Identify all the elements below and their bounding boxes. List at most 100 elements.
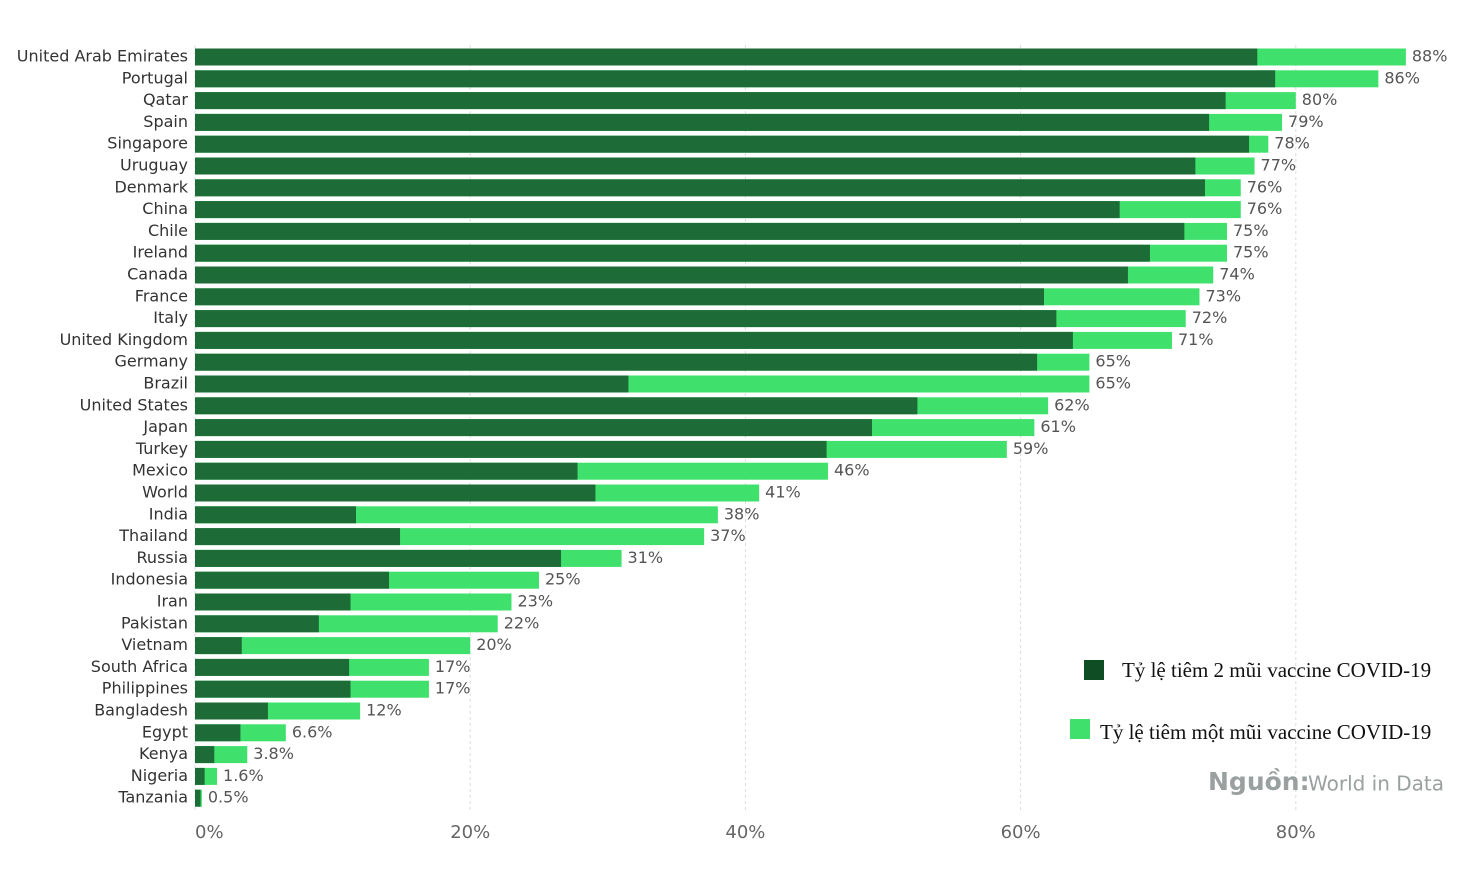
value-label: 23% xyxy=(517,592,553,611)
y-tick-label: United Kingdom xyxy=(60,330,188,349)
bar xyxy=(195,440,827,458)
bar xyxy=(195,331,1073,349)
value-label: 41% xyxy=(765,483,801,502)
y-tick-label: Philippines xyxy=(102,679,188,698)
value-label: 65% xyxy=(1095,352,1131,371)
value-label: 65% xyxy=(1095,374,1131,393)
bar xyxy=(195,789,201,807)
bar xyxy=(195,702,268,720)
bar xyxy=(195,658,350,676)
y-tick-label: Iran xyxy=(157,592,188,611)
value-label: 3.8% xyxy=(253,744,294,763)
value-label: 61% xyxy=(1040,417,1076,436)
x-tick-label: 0% xyxy=(195,822,224,843)
y-tick-label: Bangladesh xyxy=(94,701,188,720)
y-tick-label: Japan xyxy=(142,417,188,436)
y-tick-label: Spain xyxy=(143,112,188,131)
legend-swatch xyxy=(1070,719,1090,739)
value-label: 88% xyxy=(1412,47,1448,66)
value-label: 20% xyxy=(476,635,512,654)
y-tick-label: Egypt xyxy=(142,722,188,741)
bar xyxy=(195,637,242,655)
bar xyxy=(195,266,1128,284)
y-tick-label: Pakistan xyxy=(121,613,188,632)
y-tick-label: United Arab Emirates xyxy=(17,47,188,66)
source: World in Data xyxy=(1308,772,1444,796)
bar xyxy=(195,310,1057,328)
value-label: 22% xyxy=(504,613,540,632)
x-tick-label: 40% xyxy=(725,822,765,843)
bar xyxy=(195,637,471,655)
bar xyxy=(195,528,401,546)
bar xyxy=(195,244,1150,262)
y-tick-label: Mexico xyxy=(132,461,188,480)
value-label: 38% xyxy=(724,504,760,523)
bar xyxy=(195,767,205,785)
value-label: 75% xyxy=(1233,221,1269,240)
y-tick-label: Tanzania xyxy=(117,788,188,807)
y-tick-label: Denmark xyxy=(114,177,188,196)
y-tick-label: Thailand xyxy=(118,526,188,545)
y-tick-label: Kenya xyxy=(139,744,188,763)
y-tick-label: United States xyxy=(80,395,188,414)
value-label: 79% xyxy=(1288,112,1324,131)
y-tick-label: China xyxy=(142,199,188,218)
value-label: 72% xyxy=(1192,308,1228,327)
y-tick-label: Ireland xyxy=(133,243,188,262)
x-tick-label: 20% xyxy=(450,822,490,843)
bar xyxy=(195,157,1196,175)
bar xyxy=(195,135,1250,153)
value-label: 74% xyxy=(1219,265,1255,284)
y-tick-label: Nigeria xyxy=(131,766,188,785)
value-label: 76% xyxy=(1247,177,1283,196)
value-label: 73% xyxy=(1205,286,1241,305)
bar xyxy=(195,201,1120,219)
value-label: 62% xyxy=(1054,395,1090,414)
y-tick-label: India xyxy=(149,504,188,523)
bar xyxy=(195,549,562,567)
bar xyxy=(195,48,1258,66)
y-tick-label: Turkey xyxy=(135,439,188,458)
y-tick-label: France xyxy=(135,286,188,305)
y-tick-label: Uruguay xyxy=(120,156,188,175)
bar xyxy=(195,113,1210,131)
bar xyxy=(195,571,390,589)
bar xyxy=(195,92,1226,110)
bar xyxy=(195,288,1044,306)
bar xyxy=(195,724,241,742)
legend-label: Tỷ lệ tiêm một mũi vaccine COVID-19 xyxy=(1100,720,1431,744)
bar xyxy=(195,222,1185,240)
value-label: 46% xyxy=(834,461,870,480)
value-label: 12% xyxy=(366,701,402,720)
value-label: 17% xyxy=(435,679,471,698)
bar xyxy=(195,353,1038,371)
value-label: 75% xyxy=(1233,243,1269,262)
bar xyxy=(195,419,872,437)
y-tick-label: Chile xyxy=(148,221,188,240)
value-label: 86% xyxy=(1384,68,1420,87)
y-tick-label: Indonesia xyxy=(111,570,188,589)
value-label: 31% xyxy=(628,548,664,567)
bar xyxy=(195,375,629,393)
value-label: 78% xyxy=(1274,134,1310,153)
value-label: 6.6% xyxy=(292,722,333,741)
y-tick-label: Brazil xyxy=(143,374,188,393)
bar xyxy=(195,680,351,698)
x-tick-label: 80% xyxy=(1276,822,1316,843)
value-label: 0.5% xyxy=(208,788,249,807)
value-label: 77% xyxy=(1261,156,1297,175)
bar xyxy=(195,506,356,524)
value-label: 76% xyxy=(1247,199,1283,218)
value-label: 17% xyxy=(435,657,471,676)
bar xyxy=(195,484,596,502)
bar xyxy=(195,615,319,633)
bar xyxy=(195,70,1276,88)
source-label: Nguồn: xyxy=(1208,767,1310,796)
value-label: 80% xyxy=(1302,90,1338,109)
y-tick-label: Russia xyxy=(137,548,188,567)
bar xyxy=(195,397,918,415)
bar xyxy=(195,462,578,480)
y-tick-label: South Africa xyxy=(91,657,188,676)
value-label: 71% xyxy=(1178,330,1214,349)
